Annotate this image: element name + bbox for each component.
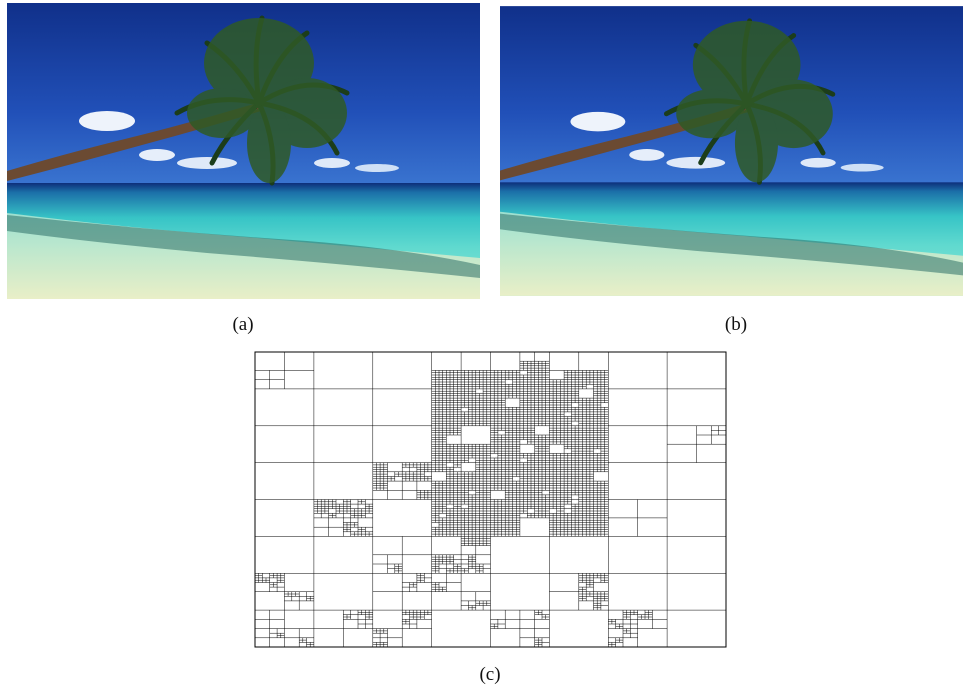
caption: (c): [479, 664, 500, 685]
page: {"figure": {"subfigures": [{"caption": "…: [0, 0, 965, 689]
caption: (b): [725, 314, 747, 335]
caption: (a): [232, 314, 253, 335]
figure: (a) (b) (c): [0, 0, 965, 689]
photo-b: [500, 6, 963, 296]
photo-a: [7, 3, 480, 299]
